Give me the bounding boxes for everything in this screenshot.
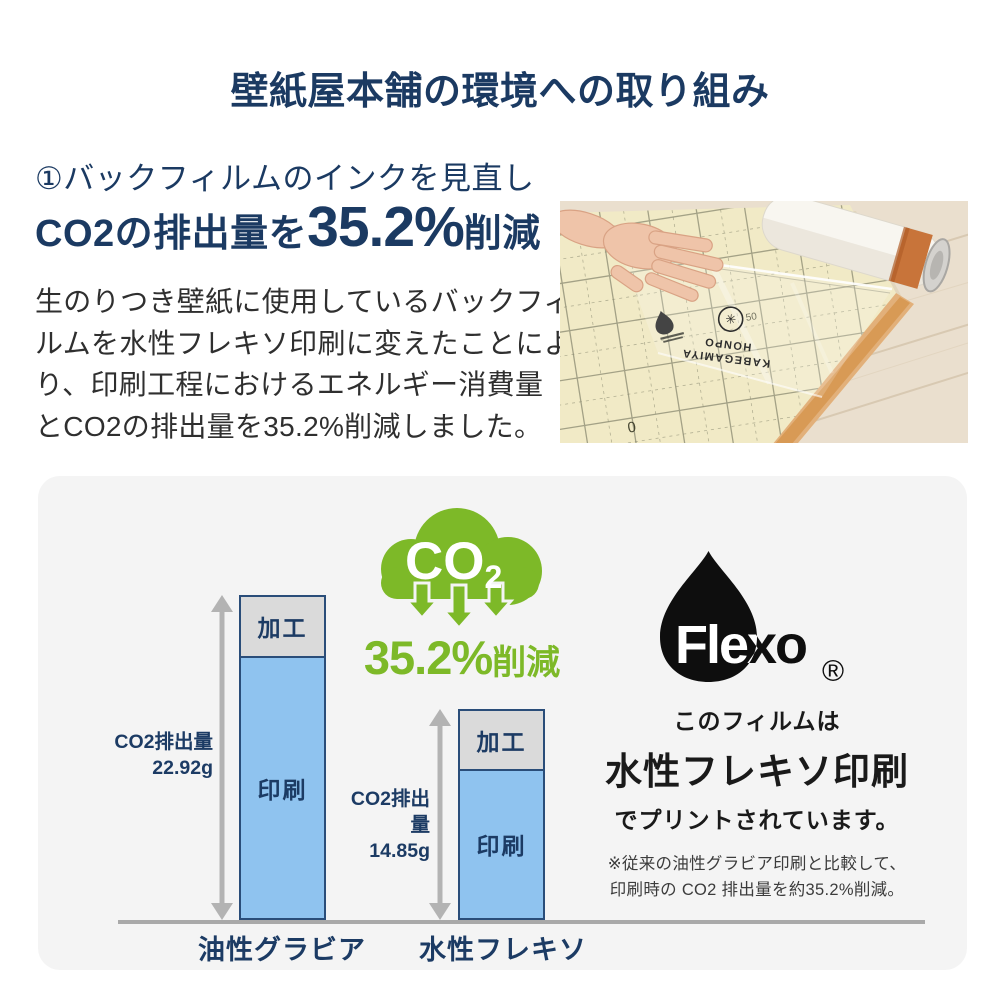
co2-value-oil: CO2排出量 22.92g — [108, 729, 213, 781]
segment-processing-label: 加工 — [257, 615, 308, 642]
co2-value-water: CO2排出量 14.85g — [338, 786, 430, 864]
co2-reduction-headline: CO2の排出量を 35.2% 削減 — [35, 199, 541, 257]
svg-text:0: 0 — [626, 419, 637, 437]
co2-cloud: CO2 — [377, 505, 543, 631]
measure-arrow-oil — [204, 595, 240, 920]
arrow-shaft — [437, 722, 443, 907]
paragraph-line: り、印刷工程におけるエネルギー消費量 — [35, 369, 544, 400]
arrow-shaft — [219, 608, 225, 907]
segment-printing-label: 印刷 — [476, 833, 527, 860]
category-water-flexo: 水性フレキソ — [419, 935, 587, 965]
arrow-up-icon — [211, 595, 233, 612]
flexo-logo: Flexo Flexo ® — [660, 551, 870, 686]
flexo-footnote: ※従来の油性グラビア印刷と比較して、 印刷時の CO2 排出量を約35.2%削減… — [607, 855, 907, 899]
arrow-down-icon — [429, 903, 451, 920]
flexo-description: このフィルムは 水性フレキソ印刷 でプリントされています。 ※従来の油性グラビア… — [605, 702, 909, 903]
headline-percentage: 35.2% — [307, 195, 465, 259]
down-arrow-icon — [477, 581, 515, 621]
co2-cloud-icon: CO2 — [381, 508, 542, 631]
film-brand-text: HONPO — [703, 335, 752, 353]
arrow-up-icon — [429, 709, 451, 727]
flexo-line3: でプリントされています。 — [614, 807, 900, 833]
svg-text:50: 50 — [745, 311, 758, 324]
flexo-wordmark: Flexo — [675, 615, 806, 675]
flexo-wordmark-knockout: Flexo — [675, 615, 806, 675]
reduction-suffix: 削減 — [492, 644, 561, 682]
wallpaper-roll-photo-illustration: 10 50 0 — [560, 201, 968, 443]
down-arrow-icon — [403, 581, 441, 621]
co2-cloud-text: CO2 — [405, 532, 502, 595]
section-heading: ①バックフィルムのインクを見直し — [35, 161, 535, 196]
drop-icon — [660, 551, 757, 682]
page-title: 壁紙屋本舗の環境への取り組み — [230, 71, 770, 113]
down-arrow-icon — [440, 583, 478, 631]
bar-water-flexo: 加工 印刷 — [458, 709, 545, 920]
segment-printing: 印刷 — [241, 658, 324, 918]
headline-suffix: 削減 — [463, 213, 541, 255]
paragraph-line: ルムを水性フレキソ印刷に変えたことによ — [35, 327, 573, 359]
infographic-panel: 加工 印刷 加工 印刷 CO2排出量 — [38, 476, 967, 970]
film-emblem-icon — [717, 306, 744, 332]
co2-value-label: CO2排出量 — [350, 788, 430, 836]
segment-processing-label: 加工 — [476, 729, 527, 756]
registered-trademark: ® — [822, 655, 844, 686]
printed-flexo-mark — [655, 310, 685, 343]
co2-value-amount: 14.85g — [369, 840, 430, 862]
product-photo: 10 50 0 — [560, 201, 968, 443]
measure-arrow-water — [422, 709, 458, 920]
co2-value-label: CO2排出量 — [114, 731, 213, 753]
segment-printing: 印刷 — [460, 771, 543, 918]
flexo-line1: このフィルムは — [673, 708, 841, 734]
bar-oil-gravure: 加工 印刷 — [239, 595, 326, 920]
chart-baseline — [118, 920, 925, 924]
paragraph-line: とCO2の排出量を35.2%削減しました。 — [35, 410, 543, 442]
paragraph-line: 生のりつき壁紙に使用しているバックフィ — [35, 286, 572, 317]
co2-value-amount: 22.92g — [152, 757, 213, 779]
flexo-line2: 水性フレキソ印刷 — [605, 751, 909, 792]
film-emblem-glyph: ✳ — [724, 311, 737, 327]
category-oil-gravure: 油性グラビア — [198, 935, 366, 965]
reduction-callout: 35.2% 削減 — [364, 634, 560, 684]
headline-prefix: CO2の排出量を — [35, 213, 308, 255]
segment-processing: 加工 — [241, 597, 324, 658]
intro-paragraph: 生のりつき壁紙に使用しているバックフィ ルムを水性フレキソ印刷に変えたことによ … — [35, 281, 572, 447]
hand-illustration — [560, 209, 724, 302]
reduction-percentage: 35.2% — [363, 631, 493, 684]
segment-printing-label: 印刷 — [257, 776, 308, 803]
segment-processing: 加工 — [460, 711, 543, 771]
flexo-drop-logo: Flexo Flexo ® — [660, 551, 844, 686]
arrow-down-icon — [211, 903, 233, 920]
